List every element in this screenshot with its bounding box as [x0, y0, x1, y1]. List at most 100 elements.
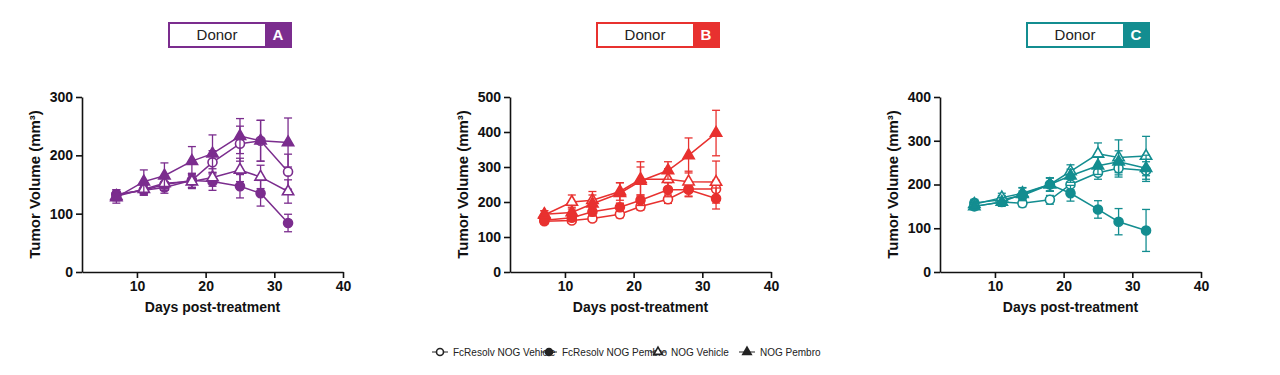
tick-label: 300	[908, 133, 932, 149]
tick-mark	[934, 140, 940, 142]
tick-mark	[504, 202, 510, 204]
series-line	[974, 168, 1146, 206]
tick: 10	[130, 272, 146, 294]
subtitle: A	[273, 26, 284, 43]
point	[1044, 178, 1055, 188]
point	[111, 191, 122, 201]
series-line	[116, 170, 288, 196]
tick: 40	[336, 272, 352, 294]
plot-area	[539, 110, 722, 225]
point	[186, 155, 197, 165]
figure: DonorA102030400100200300Days post-treatm…	[0, 0, 1280, 375]
series	[112, 173, 293, 232]
series	[111, 158, 294, 203]
tick-mark	[504, 132, 510, 134]
y-axis-title: Tumor Volume (mm³)	[454, 110, 471, 259]
point	[1017, 188, 1028, 198]
tick: 100	[50, 206, 82, 222]
point	[636, 196, 645, 205]
series	[969, 136, 1152, 207]
point	[710, 176, 721, 186]
tick-label: 20	[1056, 278, 1072, 294]
tick: 10	[558, 272, 574, 294]
tick: 20	[198, 272, 214, 294]
tick-label: 40	[336, 278, 352, 294]
point	[282, 136, 293, 146]
tick: 40	[764, 272, 780, 294]
x-axis-title: Days post-treatment	[573, 299, 709, 315]
legend: FcResolv NOG Vehicle FcResolv NOG Pembro N…	[432, 347, 821, 358]
point	[256, 189, 265, 198]
plot-area	[969, 136, 1152, 251]
legend-marker	[654, 347, 662, 354]
point	[566, 195, 577, 205]
panel: DonorB102030400100200300400500Days post-…	[454, 23, 779, 315]
point	[1142, 226, 1151, 235]
title-box: DonorB	[597, 23, 719, 47]
tick-mark	[76, 97, 82, 99]
panel: DonorA102030400100200300Days post-treatm…	[26, 23, 351, 315]
point	[186, 175, 197, 185]
point	[207, 171, 218, 181]
tick: 100	[478, 229, 510, 245]
point	[614, 187, 625, 197]
tick-mark	[504, 237, 510, 239]
tick-mark	[76, 155, 82, 157]
point	[284, 167, 293, 176]
error-bar	[637, 195, 645, 206]
series	[540, 183, 721, 225]
tick-label: 300	[50, 89, 74, 105]
axis-line	[82, 98, 84, 273]
tick-label: 20	[198, 278, 214, 294]
error-bar	[664, 195, 672, 203]
y-axis: 0100200300400500	[478, 89, 511, 280]
point	[539, 208, 550, 218]
x-axis: 10203040	[83, 272, 352, 294]
tick: 20	[626, 272, 642, 294]
tick-label: 10	[558, 278, 574, 294]
point	[234, 163, 245, 173]
legend-entry: NOG Pembro	[739, 347, 821, 358]
tick-label: 20	[626, 278, 642, 294]
tick: 0	[65, 264, 82, 280]
axis-line	[83, 272, 344, 274]
point	[1140, 162, 1151, 172]
point	[1114, 217, 1123, 226]
series-line	[116, 136, 288, 197]
tick-label: 100	[478, 229, 502, 245]
tick-mark	[934, 97, 940, 99]
series-line	[974, 185, 1146, 231]
point	[996, 195, 1007, 205]
legend-entry: FcResolv NOG Pembro	[541, 347, 667, 358]
tick-mark	[76, 272, 82, 274]
point	[159, 169, 170, 179]
tick-label: 0	[65, 264, 73, 280]
error-bar	[1018, 200, 1026, 207]
tick-mark	[504, 97, 510, 99]
series-line	[544, 133, 716, 214]
x-axis: 10203040	[941, 272, 1210, 294]
tick: 30	[1125, 272, 1141, 294]
tick-label: 100	[50, 206, 74, 222]
tick: 100	[908, 220, 940, 236]
legend-label: FcResolv NOG Pembro	[562, 347, 667, 358]
point	[138, 175, 149, 185]
legend-entry: FcResolv NOG Vehicle	[432, 347, 556, 358]
tick-label: 10	[130, 278, 146, 294]
tick-label: 400	[908, 89, 932, 105]
point	[566, 206, 577, 216]
title-frame	[169, 23, 291, 47]
tick-label: 200	[908, 176, 932, 192]
y-axis-title: Tumor Volume (mm³)	[26, 110, 43, 259]
tick-label: 500	[478, 89, 502, 105]
point	[662, 164, 673, 174]
tick: 300	[50, 89, 82, 105]
series	[539, 161, 722, 219]
legend-label: FcResolv NOG Vehicle	[453, 347, 556, 358]
point	[1093, 205, 1102, 214]
tick-label: 100	[908, 220, 932, 236]
legend-marker	[546, 349, 553, 356]
tick-mark	[934, 228, 940, 230]
point	[1065, 169, 1076, 179]
y-axis-title: Tumor Volume (mm³)	[884, 110, 901, 259]
